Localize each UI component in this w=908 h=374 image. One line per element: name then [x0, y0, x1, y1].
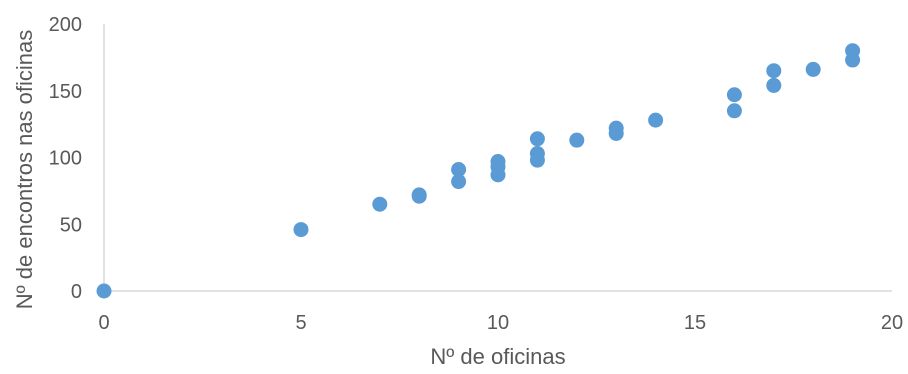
y-tick-label: 150 — [49, 81, 82, 103]
data-point — [451, 162, 467, 178]
data-points — [96, 43, 861, 299]
data-point — [451, 174, 467, 190]
data-point — [96, 283, 112, 299]
y-tick-label: 200 — [49, 14, 82, 36]
data-point — [766, 63, 782, 79]
data-point — [648, 112, 664, 128]
data-point — [529, 145, 545, 161]
y-tick-label: 50 — [60, 214, 82, 236]
data-point — [726, 87, 742, 103]
data-point — [766, 77, 782, 93]
x-tick-label: 10 — [487, 312, 509, 334]
data-point — [411, 187, 427, 203]
y-axis-title: Nº de encontros nas oficinas — [12, 30, 37, 310]
data-point — [372, 196, 388, 212]
data-point — [490, 154, 506, 170]
data-point — [529, 131, 545, 147]
x-axis-title: Nº de oficinas — [430, 344, 565, 369]
y-tick-label: 100 — [49, 148, 82, 170]
axes — [103, 24, 892, 292]
x-tick-label: 15 — [684, 312, 706, 334]
data-point — [845, 43, 861, 59]
data-point — [608, 120, 624, 136]
data-point — [293, 222, 309, 238]
x-tick-label: 5 — [295, 312, 306, 334]
data-point — [569, 132, 585, 148]
x-tick-label: 20 — [881, 312, 903, 334]
y-tick-label: 0 — [71, 281, 82, 303]
data-point — [726, 103, 742, 119]
x-tick-label: 0 — [98, 312, 109, 334]
data-point — [805, 61, 821, 77]
